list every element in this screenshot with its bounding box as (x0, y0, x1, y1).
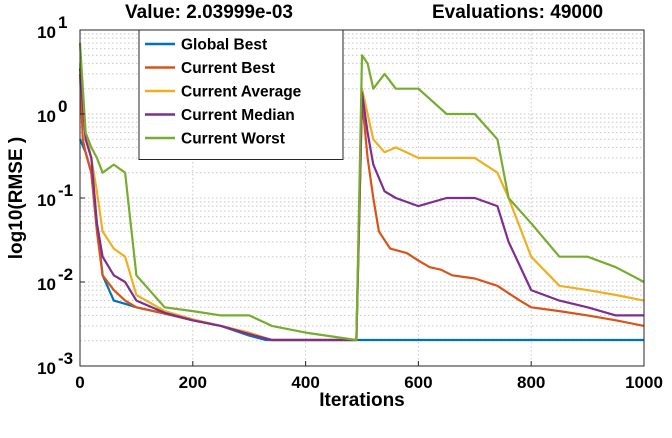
y-tick-label: 10 (37, 23, 56, 42)
y-tick-exponent: -2 (58, 265, 73, 284)
x-tick-label: 400 (291, 373, 319, 392)
series-lines (78, 42, 645, 342)
y-tick-exponent: 0 (58, 97, 67, 116)
y-tick-exponent: 1 (58, 13, 67, 32)
y-tick-exponent: -3 (58, 349, 73, 368)
legend: Global Best Current Best Current Average Cu… (138, 29, 344, 160)
legend-label: Current Worst (181, 131, 285, 148)
y-axis-label: log10(RMSE ) (6, 137, 27, 259)
x-tick-label: 800 (517, 373, 545, 392)
y-tick-label: 10 (37, 275, 56, 294)
chart-title-value: Value: 2.03999e-03 (125, 2, 293, 23)
x-tick-label: 600 (404, 373, 432, 392)
y-tick-label: 10 (37, 359, 56, 378)
x-tick-label: 0 (75, 373, 84, 392)
y-tick-exponent: -1 (58, 181, 73, 200)
x-tick-label: 200 (179, 373, 207, 392)
series-line-4 (78, 42, 645, 342)
x-tick-label: 1000 (625, 373, 663, 392)
y-tick-label: 10 (37, 191, 56, 210)
y-tick-label: 10 (37, 107, 56, 126)
chart-title-evaluations: Evaluations: 49000 (432, 2, 603, 23)
legend-label: Global Best (181, 37, 267, 54)
series-line-0 (78, 138, 644, 342)
legend-label: Current Average (181, 84, 302, 101)
legend-label: Current Best (181, 60, 275, 77)
x-axis-label: Iterations (319, 390, 405, 411)
series-line-1 (78, 73, 645, 342)
legend-label: Current Median (181, 107, 295, 124)
